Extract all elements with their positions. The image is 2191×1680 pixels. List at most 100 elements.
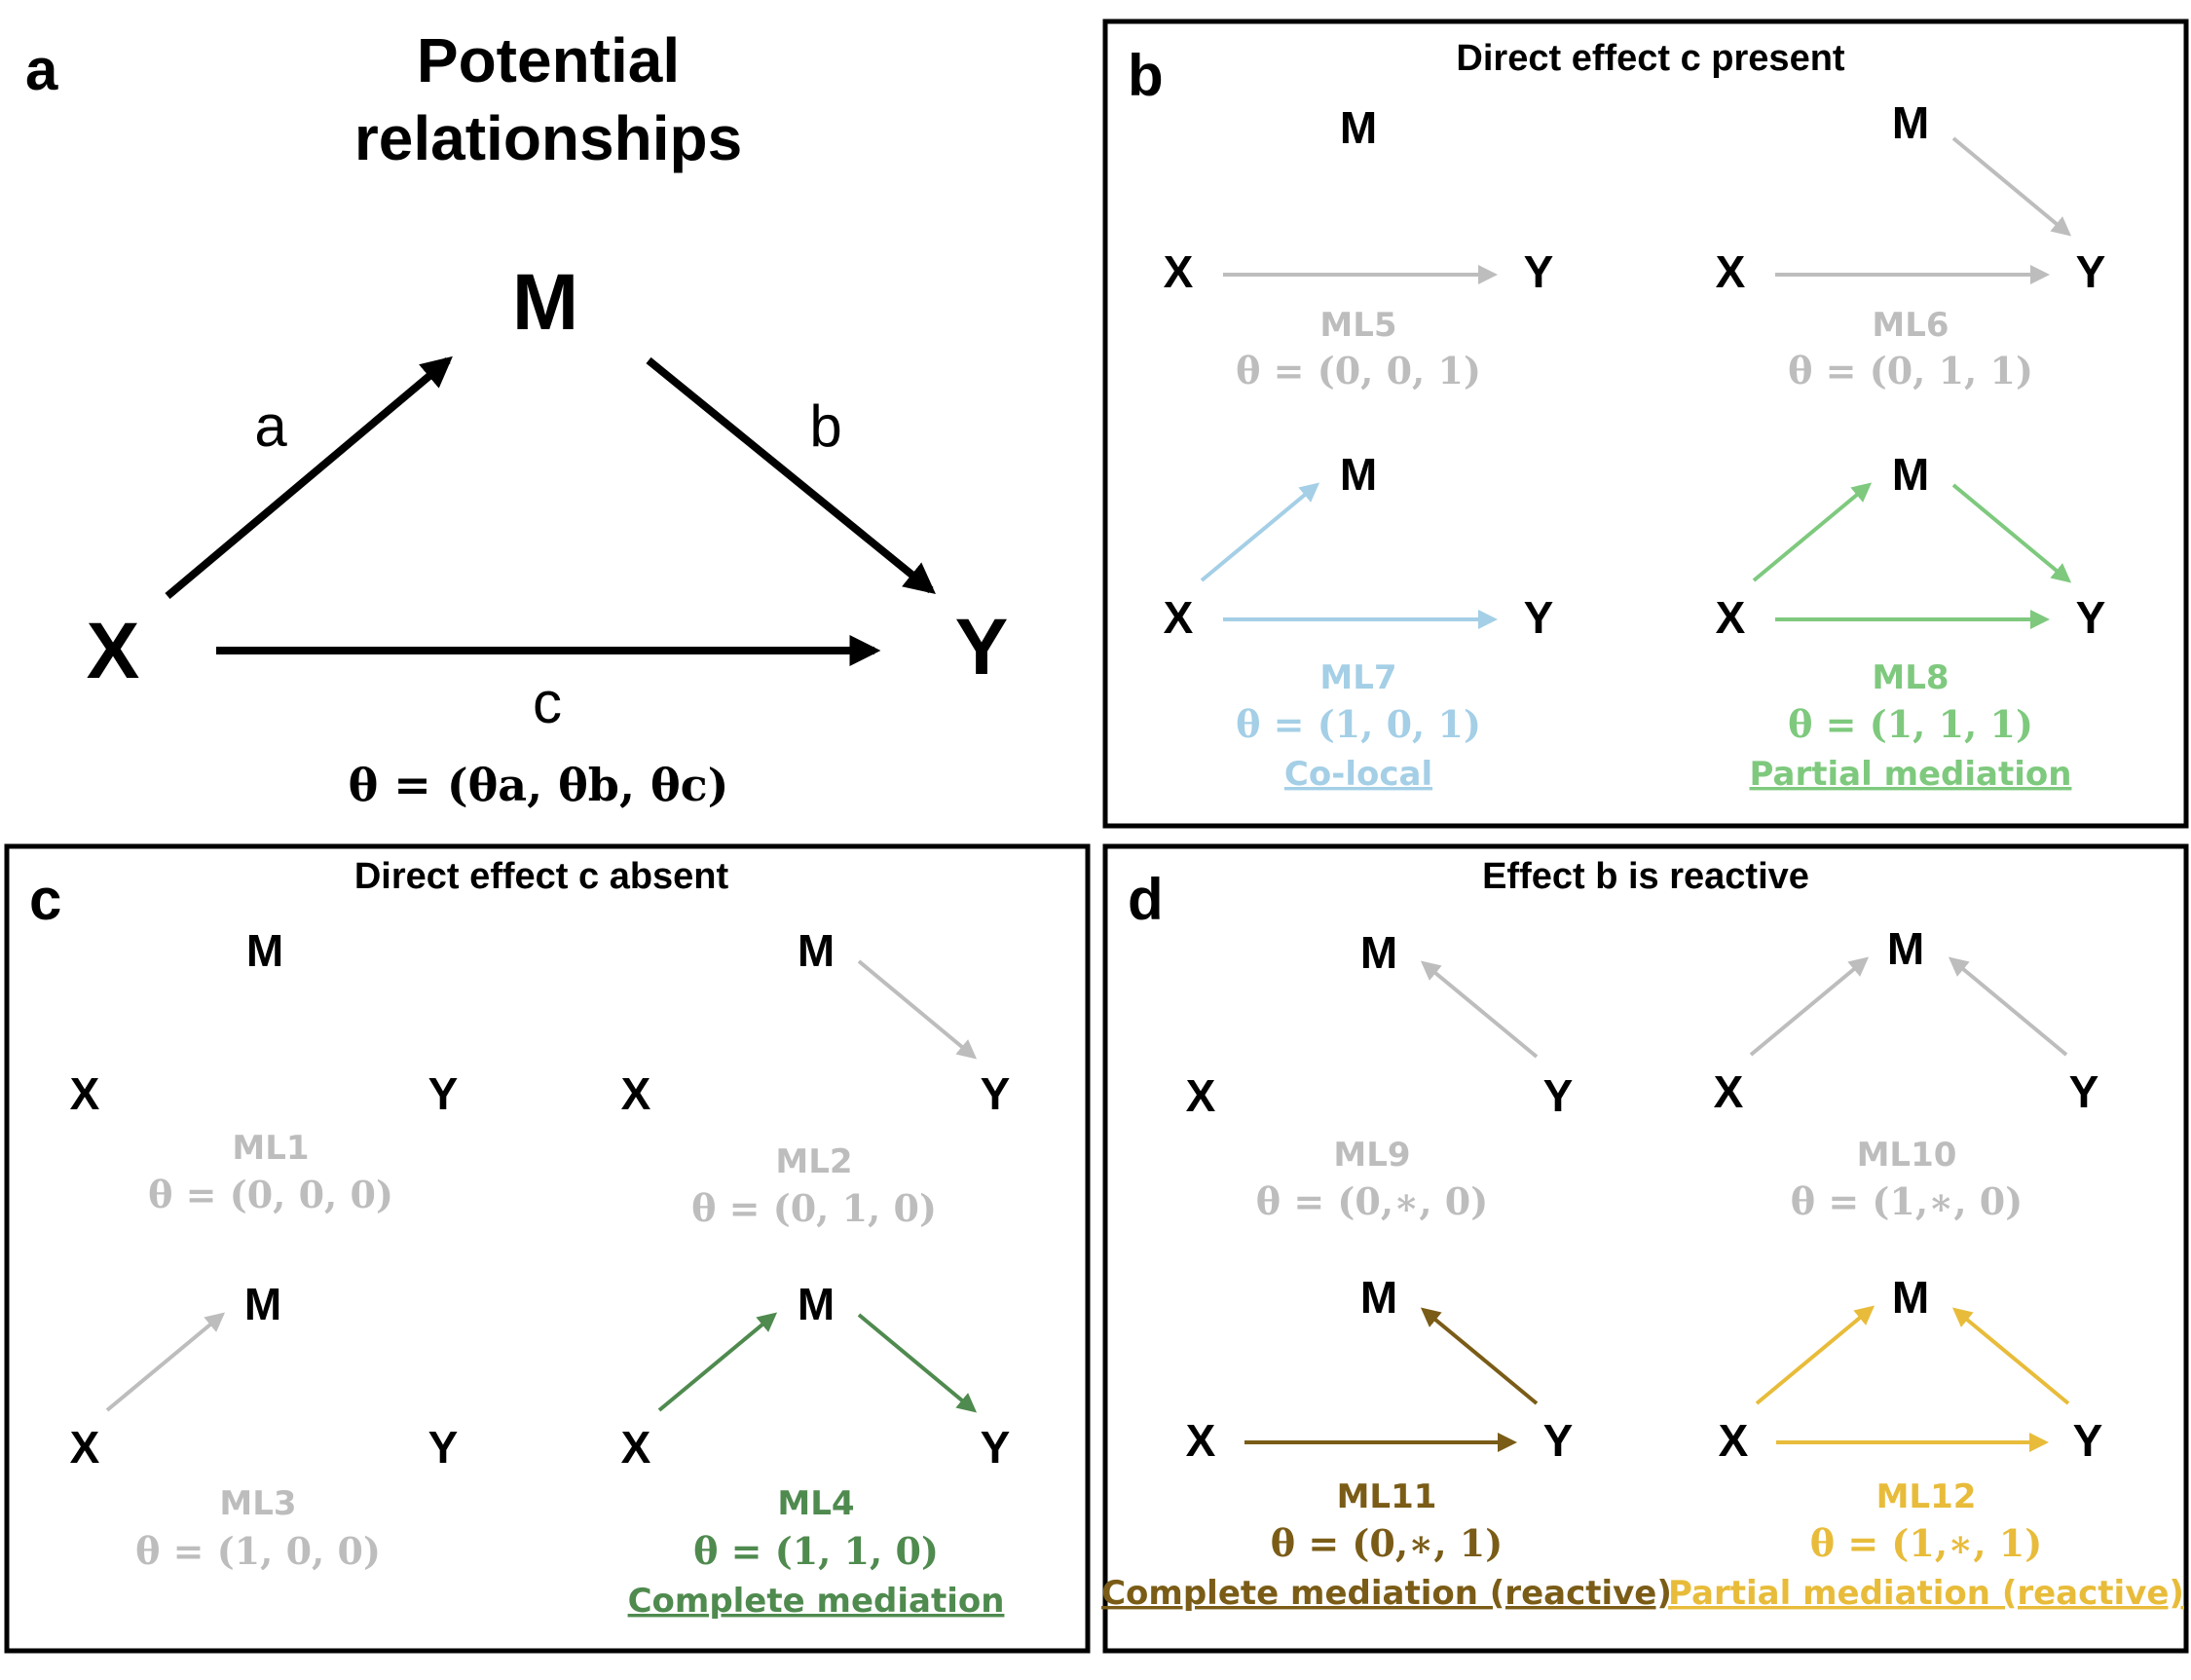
model-theta: θ = (1, 1, 1) [1788, 702, 2033, 746]
arrow-a [1200, 482, 1320, 582]
node-m: M [798, 1279, 835, 1329]
arrow-a [1749, 956, 1870, 1057]
panel-c: c Direct effect c absent M X Y ML1 θ = (… [4, 843, 1091, 1654]
node-y: Y [1524, 246, 1554, 297]
arrow-a [657, 1312, 778, 1412]
node-y: Y [428, 1422, 459, 1473]
model-theta: θ = (0, 0, 0) [148, 1173, 393, 1216]
node-y: Y [2069, 1066, 2099, 1117]
panel-b-letter: b [1128, 43, 1164, 108]
model-theta: θ = (0, 0, 1) [1236, 349, 1481, 392]
panel-d-letter: d [1128, 867, 1164, 932]
model-label: Partial mediation (reactive) [1668, 1574, 2184, 1613]
node-m: M [798, 925, 835, 976]
model-theta: θ = (0,∗, 1) [1271, 1521, 1503, 1565]
panel-b-frame [1102, 19, 2189, 829]
node-m: M [1340, 449, 1377, 500]
node-x: X [70, 1422, 100, 1473]
arrow-b-reactive [1420, 1307, 1539, 1405]
arrow-b-reactive [1948, 956, 2068, 1057]
panel-a-edge-a-label: a [254, 393, 287, 459]
node-y: Y [981, 1422, 1011, 1473]
model-id: ML11 [1337, 1477, 1437, 1516]
panel-a-arrow-b [646, 356, 936, 595]
node-x: X [1714, 1066, 1744, 1117]
node-y: Y [2076, 246, 2106, 297]
model-label: Partial mediation [1750, 755, 2072, 794]
node-x: X [70, 1068, 100, 1119]
node-x: X [1164, 592, 1194, 643]
node-x: X [621, 1068, 651, 1119]
model-id: ML3 [219, 1484, 296, 1523]
model-ml7: M X Y ML7 θ = (1, 0, 1) Co-local [1164, 449, 1554, 794]
node-m: M [1892, 1272, 1929, 1323]
arrow-b-reactive [1951, 1307, 2070, 1405]
panel-a-node-y: Y [955, 603, 1009, 691]
node-m: M [244, 1279, 281, 1329]
model-theta: θ = (0,∗, 0) [1256, 1179, 1488, 1223]
model-label: Complete mediation [628, 1582, 1005, 1621]
node-m: M [1340, 102, 1377, 153]
panel-a-title-line1: Potential [417, 25, 680, 95]
node-m: M [1887, 923, 1924, 974]
node-m: M [1892, 97, 1929, 148]
model-ml5: M X Y ML5 θ = (0, 0, 1) [1164, 102, 1554, 392]
node-m: M [1892, 449, 1929, 500]
model-theta: θ = (1, 0, 1) [1236, 702, 1481, 746]
panel-d: d Effect b is reactive M X Y ML9 θ = (0,… [1101, 843, 2189, 1654]
arrow-b [857, 959, 978, 1060]
panel-a-letter: a [25, 37, 58, 102]
model-id: ML4 [777, 1484, 854, 1523]
arrow-a [105, 1312, 226, 1412]
model-ml11: M X Y ML11 θ = (0,∗, 1) Complete mediati… [1101, 1272, 1672, 1613]
node-x: X [1716, 246, 1746, 297]
panel-c-title: Direct effect c absent [354, 856, 729, 897]
node-x: X [1716, 592, 1746, 643]
node-m: M [1360, 927, 1397, 978]
node-y: Y [1524, 592, 1554, 643]
arrow-a [1755, 1305, 1875, 1405]
model-id: ML12 [1876, 1477, 1977, 1516]
arrow-b-reactive [1420, 960, 1539, 1059]
panel-b-title: Direct effect c present [1456, 38, 1844, 79]
model-ml12: M X Y ML12 θ = (1,∗, 1) Partial mediatio… [1668, 1272, 2184, 1613]
model-id: ML2 [775, 1142, 852, 1181]
model-ml8: M X Y ML8 θ = (1, 1, 1) Partial mediatio… [1716, 449, 2106, 794]
arrow-b [1951, 136, 2072, 237]
node-y: Y [428, 1068, 459, 1119]
panel-a-node-x: X [87, 607, 140, 695]
model-theta: θ = (1, 0, 0) [135, 1529, 381, 1573]
model-ml4: M X Y ML4 θ = (1, 1, 0) Complete mediati… [621, 1279, 1011, 1621]
model-theta: θ = (1, 1, 0) [693, 1529, 939, 1573]
panel-d-frame [1102, 843, 2189, 1654]
model-id: ML9 [1333, 1136, 1410, 1175]
model-ml2: M X Y ML2 θ = (0, 1, 0) [621, 925, 1011, 1230]
panel-a-edge-c-label: c [533, 670, 562, 735]
model-id: ML6 [1872, 306, 1949, 345]
panel-a-arrow-a [165, 355, 453, 600]
node-x: X [1186, 1070, 1216, 1121]
node-y: Y [1543, 1415, 1574, 1466]
panel-a-node-m: M [512, 258, 578, 347]
panel-b: b Direct effect c present M X Y ML5 θ = … [1102, 19, 2189, 829]
model-label: Co-local [1284, 755, 1432, 794]
panel-a-edge-b-label: b [809, 393, 841, 459]
arrow-b [1951, 483, 2072, 583]
panel-d-title: Effect b is reactive [1482, 856, 1809, 897]
node-x: X [1186, 1415, 1216, 1466]
node-y: Y [1543, 1070, 1574, 1121]
model-ml6: M X Y ML6 θ = (0, 1, 1) [1716, 97, 2106, 392]
node-y: Y [2073, 1415, 2103, 1466]
node-m: M [246, 925, 283, 976]
node-m: M [1360, 1272, 1397, 1323]
panel-c-frame [4, 843, 1091, 1654]
arrow-a [1752, 482, 1873, 582]
model-id: ML5 [1319, 306, 1396, 345]
node-x: X [621, 1422, 651, 1473]
model-id: ML10 [1857, 1136, 1957, 1175]
model-ml1: M X Y ML1 θ = (0, 0, 0) [70, 925, 459, 1216]
model-label: Complete mediation (reactive) [1101, 1574, 1672, 1613]
model-ml3: M X Y ML3 θ = (1, 0, 0) [70, 1279, 459, 1573]
model-id: ML7 [1319, 658, 1396, 697]
